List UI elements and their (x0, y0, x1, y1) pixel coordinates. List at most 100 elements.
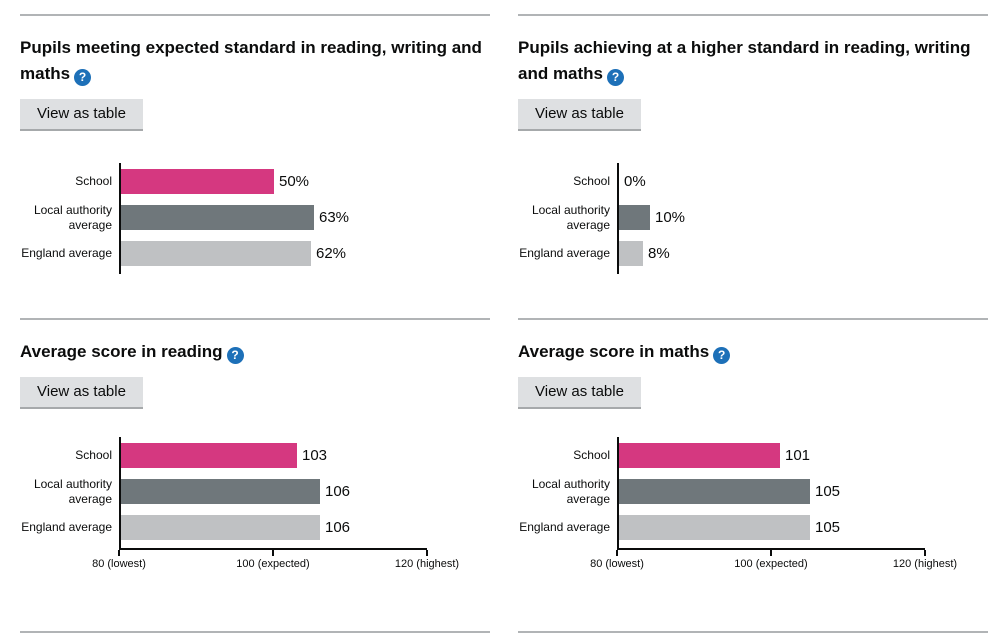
chart-rows: School 101 Local authority average 105 Engla… (518, 437, 988, 548)
bar-row: England average 62% (20, 241, 490, 266)
category-label-school: School (75, 174, 112, 188)
bar-cell: 62% (121, 241, 490, 266)
bar-cell: 106 (121, 479, 490, 504)
bar-local-authority-average (619, 205, 650, 230)
bar-row: Local authority average 106 (20, 476, 490, 506)
bar-row: Local authority average 63% (20, 202, 490, 232)
bar-cell: 63% (121, 205, 490, 230)
chart-rows: School 0% Local authority average 10% Englan… (518, 163, 988, 274)
section-higher-standard: Pupils achieving at a higher standard in… (518, 14, 988, 318)
bar-row: Local authority average 10% (518, 202, 988, 232)
bar-local-authority-average (619, 479, 810, 504)
view-as-table-button[interactable]: View as table (518, 377, 641, 407)
bar-cell: 10% (619, 205, 988, 230)
bar-chart: School 101 Local authority average 105 Engla… (518, 437, 988, 572)
next-section-divider (518, 631, 988, 643)
bar-value-label: 50% (279, 173, 310, 190)
help-icon[interactable]: ? (607, 68, 625, 86)
bar-england-average (619, 241, 643, 266)
bar-england-average (121, 241, 311, 266)
x-axis-tick-label: 100 (expected) (236, 558, 310, 570)
bar-value-label: 106 (325, 483, 351, 500)
category-label-local-authority-average: Local authority average (33, 476, 112, 506)
x-axis-labels: 80 (lowest) 100 (expected) 120 (highest) (92, 558, 459, 572)
view-as-table-button[interactable]: View as table (20, 377, 143, 407)
x-axis-tick-label: 120 (highest) (394, 558, 460, 570)
category-label-school: School (573, 174, 610, 188)
help-icon[interactable]: ? (713, 346, 731, 364)
bar-cell: 0% (619, 169, 988, 194)
x-axis-tick (272, 550, 274, 556)
bar-value-label: 101 (785, 447, 811, 464)
y-axis-line (617, 437, 619, 548)
bar-value-label: 10% (655, 209, 686, 226)
bar-local-authority-average (121, 479, 320, 504)
chart-rows: School 103 Local authority average 106 Engla… (20, 437, 490, 548)
section-average-score-maths: Average score in maths? View as table Sc… (518, 318, 988, 631)
view-as-table-button[interactable]: View as table (20, 99, 143, 129)
bar-value-label: 0% (624, 173, 646, 190)
category-label-england-average: England average (519, 246, 610, 260)
bar-cell: 101 (619, 443, 988, 468)
bar-row: School 50% (20, 169, 490, 194)
bar-england-average (121, 515, 320, 540)
bar-chart: School 50% Local authority average 63% Engla… (20, 163, 490, 274)
help-icon[interactable]: ? (74, 68, 92, 86)
bar-cell: 105 (619, 515, 988, 540)
bar-cell: 50% (121, 169, 490, 194)
bar-school (121, 169, 274, 194)
category-label-local-authority-average: Local authority average (531, 476, 610, 506)
bar-value-label: 105 (815, 483, 841, 500)
chart-title: Average score in reading? (20, 339, 490, 365)
bar-england-average (619, 515, 810, 540)
chart-title: Pupils achieving at a higher standard in… (518, 35, 988, 87)
chart-title-text: Pupils meeting expected standard in read… (20, 38, 482, 83)
y-axis-line (617, 163, 619, 274)
y-axis-line (119, 163, 121, 274)
bar-row: England average 106 (20, 515, 490, 540)
chart-title-text: Average score in maths (518, 342, 710, 361)
category-label-england-average: England average (519, 520, 610, 534)
category-label-school: School (75, 448, 112, 462)
bar-chart: School 103 Local authority average 106 Engla… (20, 437, 490, 572)
help-icon[interactable]: ? (226, 346, 244, 364)
chart-title: Average score in maths? (518, 339, 988, 365)
x-axis-tick (924, 550, 926, 556)
x-axis-line (616, 548, 926, 556)
view-as-table-button[interactable]: View as table (518, 99, 641, 129)
bar-row: School 101 (518, 443, 988, 468)
category-label-local-authority-average: Local authority average (531, 202, 610, 232)
bar-chart: School 0% Local authority average 10% Englan… (518, 163, 988, 274)
bar-school (121, 443, 297, 468)
bar-row: Local authority average 105 (518, 476, 988, 506)
bar-cell: 105 (619, 479, 988, 504)
bar-cell: 106 (121, 515, 490, 540)
bar-cell: 8% (619, 241, 988, 266)
y-axis-line (119, 437, 121, 548)
bar-value-label: 106 (325, 519, 351, 536)
category-label-local-authority-average: Local authority average (33, 202, 112, 232)
bar-value-label: 103 (302, 447, 328, 464)
bar-value-label: 63% (319, 209, 350, 226)
x-axis-tick-label: 80 (lowest) (92, 558, 146, 570)
x-axis-tick-label: 100 (expected) (734, 558, 808, 570)
x-axis-labels: 80 (lowest) 100 (expected) 120 (highest) (590, 558, 957, 572)
bar-cell: 103 (121, 443, 490, 468)
x-axis-tick (426, 550, 428, 556)
bar-row: England average 8% (518, 241, 988, 266)
category-label-school: School (573, 448, 610, 462)
section-expected-standard: Pupils meeting expected standard in read… (20, 14, 490, 318)
bar-value-label: 8% (648, 245, 670, 262)
bar-local-authority-average (121, 205, 314, 230)
bar-row: School 0% (518, 169, 988, 194)
x-axis-tick-label: 80 (lowest) (590, 558, 644, 570)
chart-title-text: Pupils achieving at a higher standard in… (518, 38, 971, 83)
x-axis-tick (118, 550, 120, 556)
bar-row: England average 105 (518, 515, 988, 540)
category-label-england-average: England average (21, 520, 112, 534)
next-section-divider (20, 631, 490, 643)
x-axis-tick (616, 550, 618, 556)
section-average-score-reading: Average score in reading? View as table … (20, 318, 490, 631)
category-label-england-average: England average (21, 246, 112, 260)
